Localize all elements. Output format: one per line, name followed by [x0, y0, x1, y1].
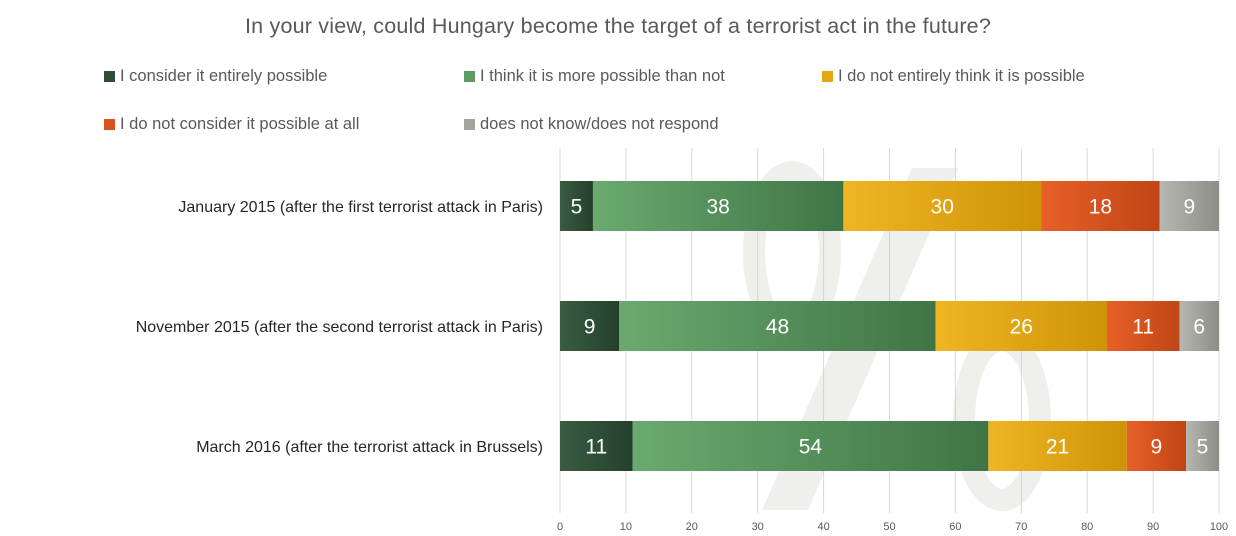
data-label: 5	[1197, 436, 1209, 459]
bar-segment	[843, 181, 1042, 231]
x-axis-ticks: 0 10 20 30 40 50 60 70 80 90 100	[557, 521, 1228, 533]
legend-item-not-possible: I do not consider it possible at all	[104, 115, 359, 134]
x-tick-label: 50	[883, 521, 895, 533]
data-label: 21	[1046, 436, 1069, 459]
data-label: 48	[766, 316, 789, 339]
legend-swatch	[822, 71, 833, 82]
legend-label: I do not entirely think it is possible	[838, 67, 1085, 85]
bar-segment	[1179, 301, 1219, 351]
legend-swatch	[104, 71, 115, 82]
bar-segment	[1106, 301, 1180, 351]
legend-label: does not know/does not respond	[480, 115, 719, 133]
data-label: 18	[1089, 196, 1112, 219]
legend-swatch	[464, 71, 475, 82]
category-label: January 2015 (after the first terrorist …	[178, 199, 543, 216]
bar-segment	[935, 301, 1107, 351]
chart-title: In your view, could Hungary become the t…	[245, 14, 991, 38]
bar-segment	[560, 181, 593, 231]
watermark-lower-ring	[953, 329, 1051, 511]
legend-item-not-entirely-possible: I do not entirely think it is possible	[822, 67, 1085, 86]
data-label: 5	[571, 196, 583, 219]
legend-swatch	[104, 119, 115, 130]
bar-segment	[1186, 421, 1219, 471]
x-tick-label: 30	[752, 521, 764, 533]
bars: 5 38 30 18 9 9 48 26 11 6 11 54 21 9 5	[560, 181, 1219, 471]
legend-label: I consider it entirely possible	[120, 67, 328, 85]
bar-segment	[619, 301, 936, 351]
category-label: March 2016 (after the terrorist attack i…	[196, 439, 543, 456]
data-label: 6	[1193, 316, 1205, 339]
x-tick-label: 70	[1015, 521, 1027, 533]
x-tick-label: 80	[1081, 521, 1093, 533]
x-tick-label: 100	[1210, 521, 1228, 533]
legend-label: I think it is more possible than not	[480, 67, 725, 85]
bar-segment	[560, 421, 633, 471]
bar-segment	[560, 301, 620, 351]
x-tick-label: 90	[1147, 521, 1159, 533]
bar-segment	[1126, 421, 1187, 471]
data-label: 38	[706, 196, 729, 219]
category-labels: January 2015 (after the first terrorist …	[136, 199, 543, 456]
data-label: 9	[1151, 436, 1163, 459]
category-label: November 2015 (after the second terroris…	[136, 319, 543, 336]
legend-swatch	[464, 119, 475, 130]
data-label: 30	[931, 196, 954, 219]
legend-item-does-not-know: does not know/does not respond	[464, 115, 719, 134]
x-tick-label: 20	[686, 521, 698, 533]
legend-label: I do not consider it possible at all	[120, 115, 360, 133]
data-label: 9	[584, 316, 596, 339]
x-tick-label: 10	[620, 521, 632, 533]
data-label: 54	[799, 436, 823, 459]
bar-segment	[1041, 181, 1160, 231]
legend-item-more-possible: I think it is more possible than not	[464, 67, 725, 86]
bar-segment	[988, 421, 1127, 471]
bar-segment	[1159, 181, 1219, 231]
data-label: 11	[585, 436, 607, 459]
data-label: 11	[1132, 316, 1154, 339]
legend-item-entirely-possible: I consider it entirely possible	[104, 67, 327, 86]
x-tick-label: 0	[557, 521, 563, 533]
data-label: 26	[1010, 316, 1033, 339]
bar-segment	[592, 181, 844, 231]
data-label: 9	[1184, 196, 1196, 219]
bar-segment	[632, 421, 989, 471]
x-tick-label: 60	[949, 521, 961, 533]
x-tick-label: 40	[817, 521, 829, 533]
